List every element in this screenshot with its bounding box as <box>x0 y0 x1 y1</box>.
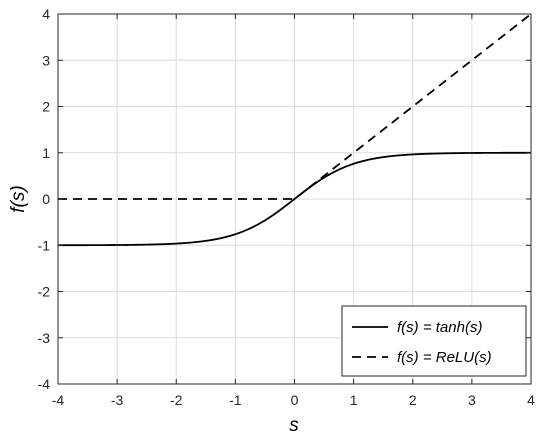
y-tick-label: -4 <box>38 376 51 392</box>
x-axis-label: s <box>289 415 299 436</box>
x-tick-label: -4 <box>52 392 65 408</box>
x-tick-label: -1 <box>229 392 242 408</box>
x-tick-label: -3 <box>111 392 124 408</box>
y-tick-label: -3 <box>38 330 51 346</box>
y-tick-label: 4 <box>42 6 50 22</box>
legend: f(s) = tanh(s) f(s) = ReLU(s) <box>341 305 527 377</box>
y-tick-label: 0 <box>42 191 50 207</box>
x-tick-label: -2 <box>170 392 183 408</box>
tick-labels: -4 -3 -2 -1 0 1 2 3 4 -4 -3 -2 -1 0 1 2 3 4 <box>38 6 536 408</box>
series-line-relu <box>58 13 532 200</box>
y-tick-label: 2 <box>42 99 50 115</box>
legend-label: f(s) = ReLU(s) <box>397 349 492 366</box>
y-tick-label: 3 <box>42 52 50 68</box>
y-tick-label: -1 <box>38 237 51 253</box>
series-layer <box>58 13 532 247</box>
y-axis-label: f(s) <box>8 185 29 212</box>
axes <box>57 13 532 385</box>
x-tick-label: 1 <box>350 392 358 408</box>
legend-box <box>341 305 527 377</box>
x-tick-label: 2 <box>409 392 417 408</box>
x-tick-label: 3 <box>468 392 476 408</box>
series-line-tanh <box>58 151 531 247</box>
x-tick-label: 0 <box>291 392 299 408</box>
y-tick-label: 1 <box>42 145 50 161</box>
x-tick-label: 4 <box>527 392 535 408</box>
legend-label: f(s) = tanh(s) <box>397 319 482 336</box>
y-tick-label: -2 <box>38 284 51 300</box>
